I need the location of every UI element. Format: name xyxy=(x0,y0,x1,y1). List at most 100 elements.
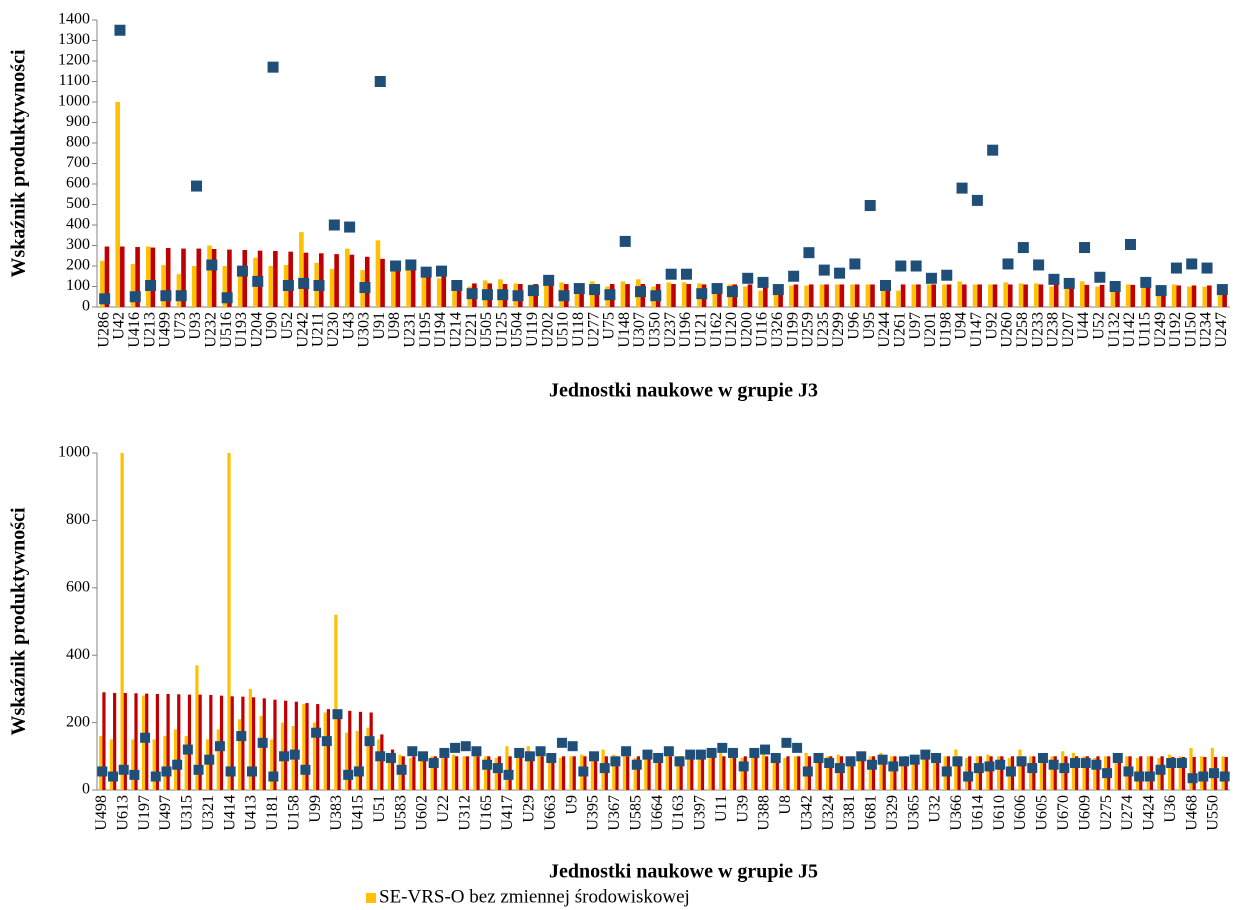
x-tick-label: U664 xyxy=(649,795,666,831)
bar xyxy=(195,665,199,790)
bar xyxy=(349,254,355,307)
x-tick-label: U73 xyxy=(172,312,189,340)
marker xyxy=(866,759,877,770)
bar xyxy=(697,756,701,790)
y-tick-label: 0 xyxy=(82,781,90,798)
bar xyxy=(444,756,448,790)
marker xyxy=(1094,271,1106,283)
bar xyxy=(380,258,385,307)
bar xyxy=(687,752,691,790)
marker xyxy=(1186,258,1198,270)
bar xyxy=(1093,757,1097,790)
marker xyxy=(353,766,364,777)
bar xyxy=(594,284,600,307)
bar xyxy=(366,727,370,790)
marker xyxy=(108,771,119,782)
x-tick-label: U388 xyxy=(756,795,773,831)
bar xyxy=(380,734,384,790)
y-axis-title: Wskaźnik produktywności xyxy=(8,49,30,277)
marker xyxy=(481,289,493,301)
bar xyxy=(1021,756,1025,790)
marker xyxy=(834,763,845,774)
bar xyxy=(825,756,830,790)
bar xyxy=(1084,284,1090,307)
x-tick-label: U516 xyxy=(218,312,235,348)
y-tick-label: 100 xyxy=(66,277,90,294)
bar xyxy=(865,284,871,307)
marker xyxy=(818,264,830,276)
bar xyxy=(772,756,776,790)
bar xyxy=(494,757,498,790)
marker xyxy=(995,759,1006,770)
bar xyxy=(166,693,170,790)
x-tick-label: U125 xyxy=(493,312,510,348)
marker xyxy=(1033,259,1045,271)
bar xyxy=(620,281,626,307)
bar xyxy=(986,754,990,790)
bar xyxy=(1079,281,1085,307)
bar xyxy=(155,693,159,790)
bar xyxy=(537,756,541,790)
x-tick-label: U211 xyxy=(310,312,327,347)
x-tick-label: U315 xyxy=(179,795,196,831)
y-tick-label: 200 xyxy=(66,713,90,730)
bar xyxy=(712,284,718,307)
x-tick-label: U605 xyxy=(1034,795,1051,831)
marker xyxy=(420,266,432,278)
marker xyxy=(359,282,371,294)
marker xyxy=(558,290,570,302)
x-tick-label: U312 xyxy=(456,795,473,831)
bar xyxy=(885,284,891,307)
bar xyxy=(302,704,306,790)
bar xyxy=(871,756,876,790)
x-tick-label: U497 xyxy=(157,795,174,831)
bar xyxy=(850,756,854,790)
bar xyxy=(323,712,327,790)
bar xyxy=(890,756,894,790)
bar xyxy=(858,757,862,790)
x-tick-label: U258 xyxy=(1014,312,1031,348)
bar xyxy=(209,694,213,790)
bar xyxy=(922,756,926,790)
bar xyxy=(1038,284,1044,307)
marker xyxy=(236,265,248,277)
bar xyxy=(237,276,243,307)
bar xyxy=(1181,756,1186,790)
x-tick-label: U199 xyxy=(784,312,801,348)
marker xyxy=(1017,242,1029,254)
bar xyxy=(1187,286,1192,307)
x-tick-label: U681 xyxy=(863,795,880,831)
marker xyxy=(987,144,999,156)
bar xyxy=(666,282,672,307)
marker xyxy=(1063,277,1075,289)
bar xyxy=(526,746,530,790)
bar xyxy=(375,240,381,307)
bar xyxy=(177,694,181,790)
marker xyxy=(619,235,631,247)
x-tick-label: U93 xyxy=(187,312,204,340)
bar xyxy=(216,729,220,790)
x-tick-label: U275 xyxy=(1098,795,1115,831)
bar xyxy=(377,739,381,790)
bar xyxy=(1176,285,1182,307)
bar xyxy=(1168,754,1172,790)
x-tick-label: U417 xyxy=(499,795,516,831)
bar xyxy=(150,247,156,307)
bar xyxy=(294,701,298,790)
y-tick-label: 400 xyxy=(66,216,90,233)
x-tick-label: U132 xyxy=(1106,312,1123,348)
x-tick-label: U416 xyxy=(126,312,143,348)
bar xyxy=(957,281,963,307)
bar xyxy=(775,756,779,790)
marker xyxy=(114,24,126,36)
bar xyxy=(191,266,197,307)
y-tick-label: 900 xyxy=(66,113,90,130)
bar xyxy=(123,692,127,790)
marker xyxy=(279,751,290,762)
marker xyxy=(252,275,264,287)
x-tick-label: U158 xyxy=(285,795,302,831)
bar xyxy=(989,756,993,790)
marker xyxy=(543,274,555,286)
bar xyxy=(1191,285,1197,307)
marker xyxy=(706,747,717,758)
